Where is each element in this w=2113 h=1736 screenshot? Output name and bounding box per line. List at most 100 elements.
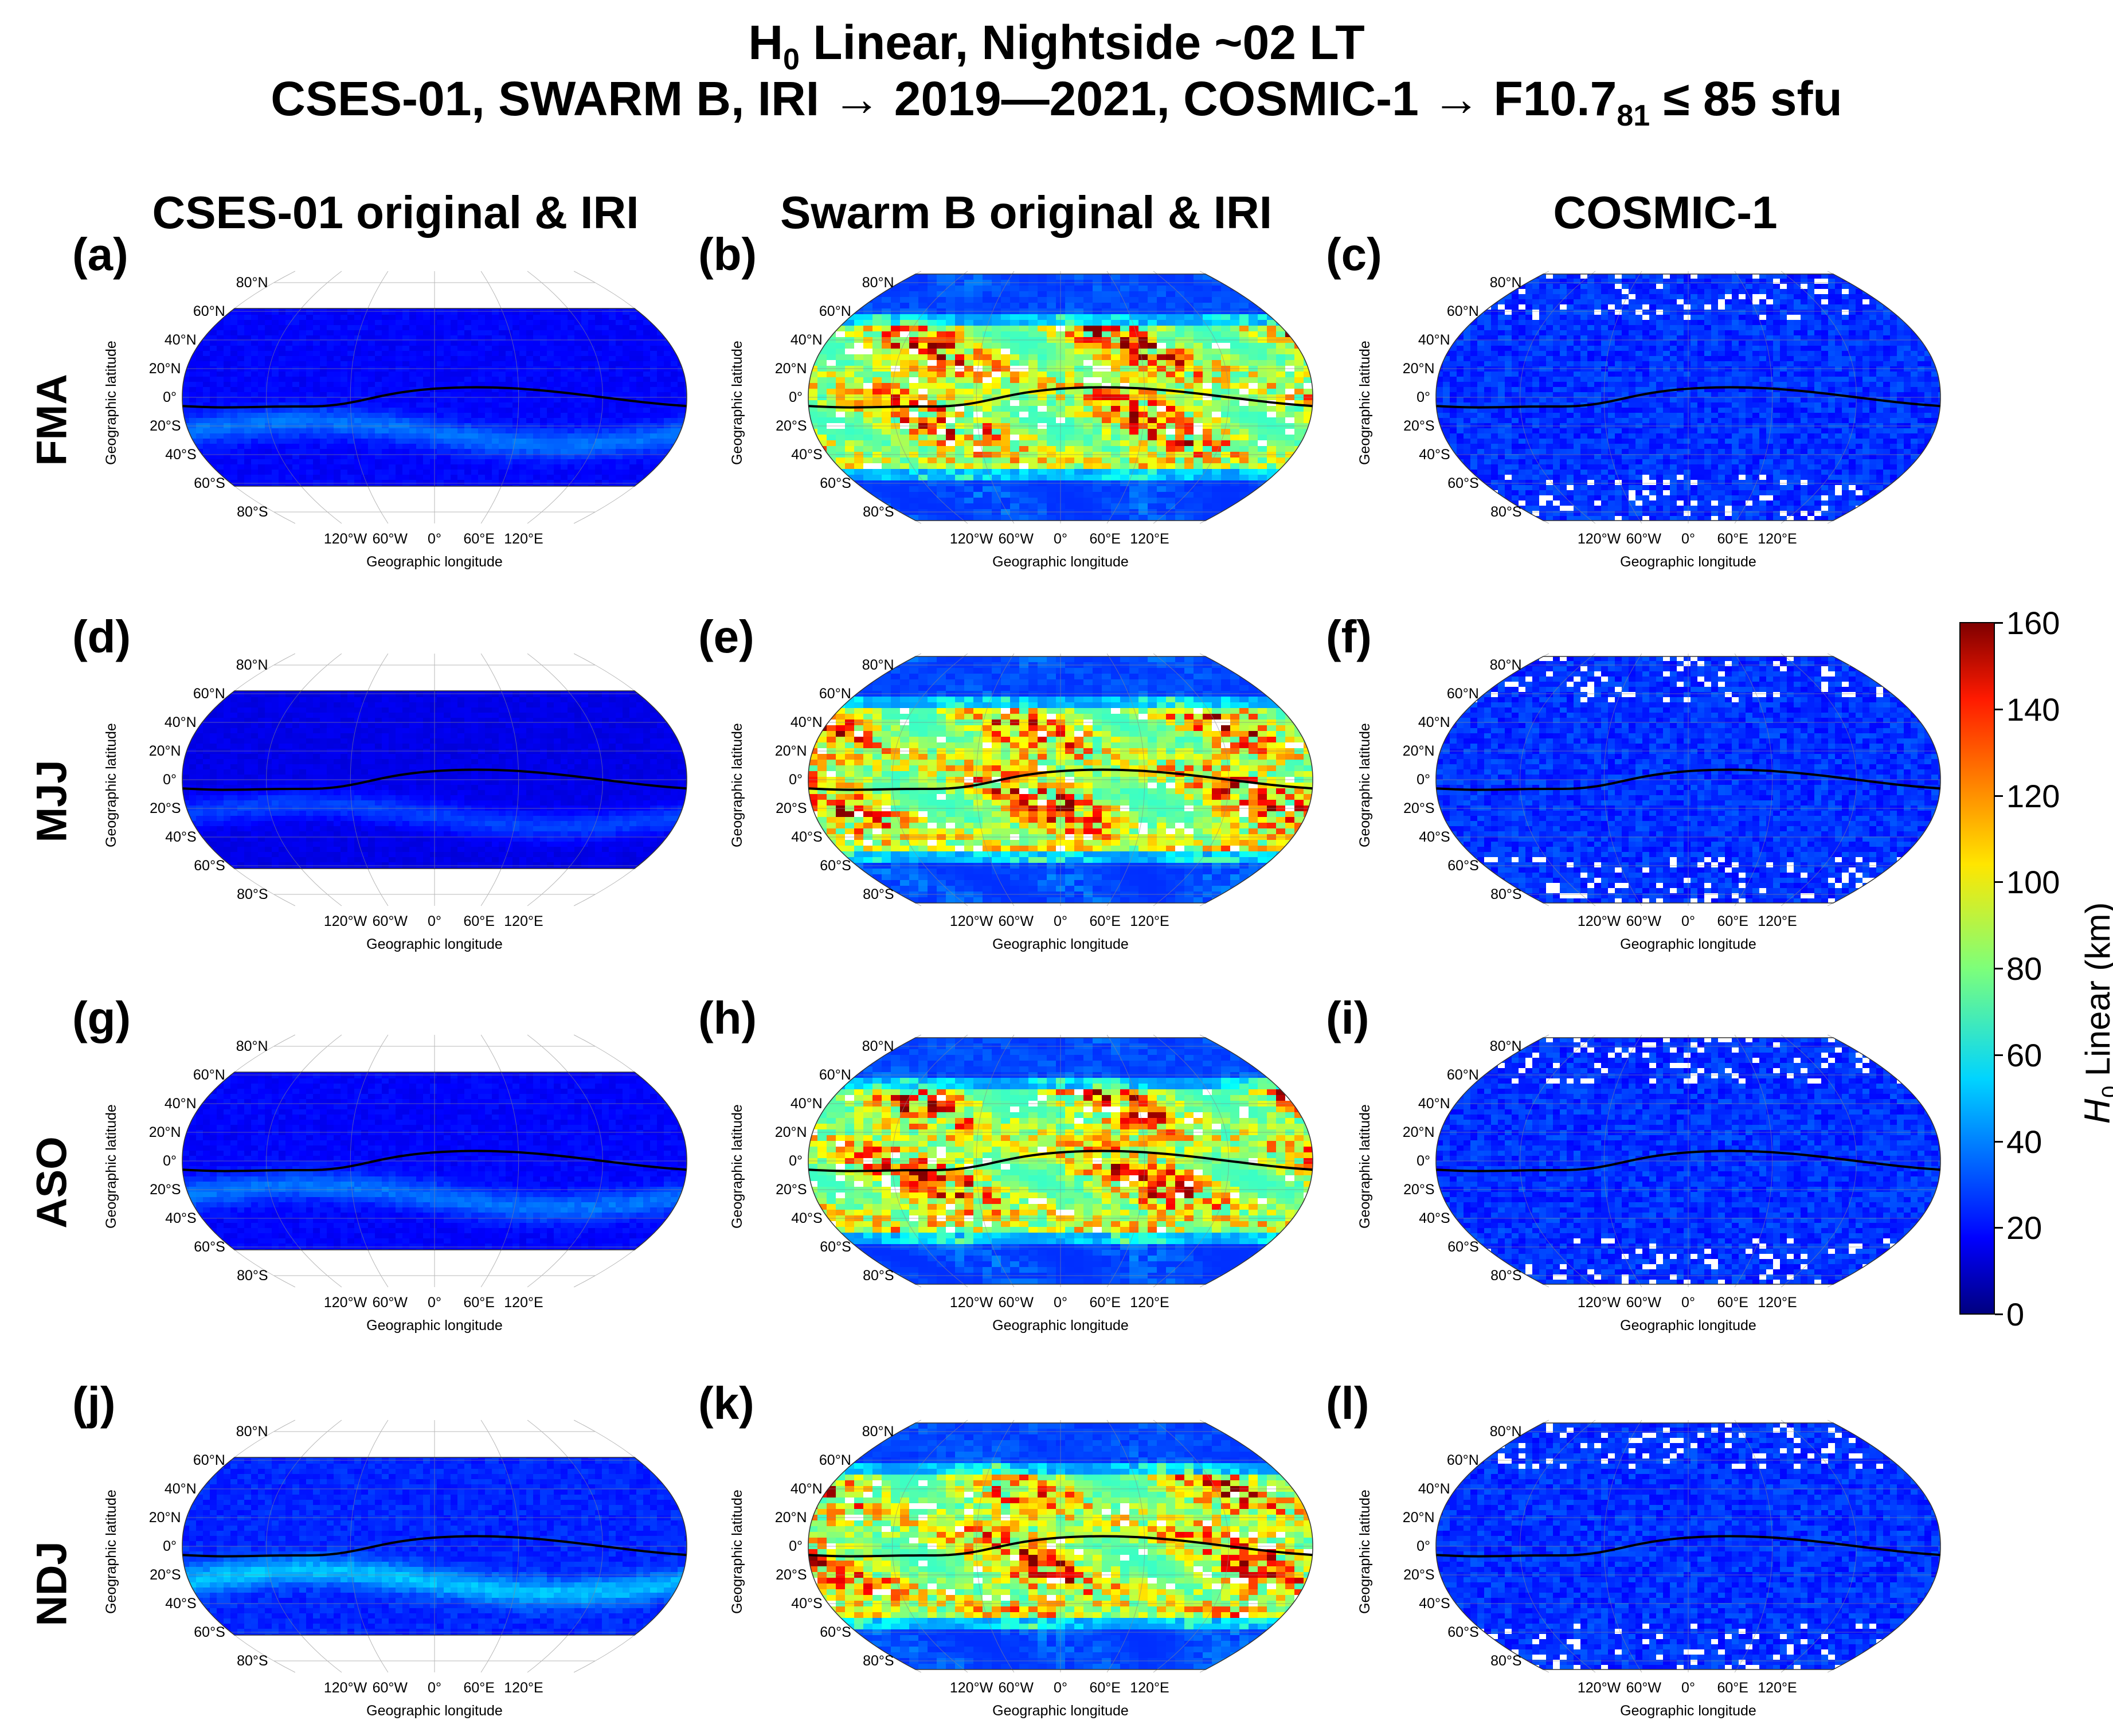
heatmap-cell xyxy=(581,408,589,413)
heatmap-cell xyxy=(361,268,369,274)
heatmap-cell xyxy=(499,382,506,388)
heatmap-cell xyxy=(361,382,369,388)
heatmap-cell xyxy=(334,325,341,331)
heatmap-cell xyxy=(1001,343,1011,349)
heatmap-cell xyxy=(471,506,479,511)
heatmap-cell xyxy=(1230,331,1240,338)
heatmap-cell xyxy=(1285,326,1295,332)
heatmap-cell xyxy=(306,351,314,357)
heatmap-cell xyxy=(285,351,293,357)
heatmap-cell xyxy=(396,279,403,284)
heatmap-cell xyxy=(210,387,217,393)
heatmap-cell xyxy=(382,330,389,336)
heatmap-cell xyxy=(561,475,568,480)
heatmap-cell xyxy=(1065,377,1075,384)
heatmap-cell xyxy=(341,402,348,408)
heatmap-cell xyxy=(650,521,658,527)
heatmap-cell xyxy=(396,433,403,439)
heatmap-cell xyxy=(210,521,217,527)
heatmap-cell xyxy=(1074,389,1084,395)
heatmap-cell xyxy=(643,299,651,305)
heatmap-cell xyxy=(657,351,664,357)
heatmap-cell xyxy=(588,361,596,367)
heatmap-cell xyxy=(671,387,678,393)
heatmap-cell xyxy=(272,490,279,496)
heatmap-cell xyxy=(1166,314,1176,320)
heatmap-cell xyxy=(992,303,1001,309)
heatmap-cell xyxy=(684,454,687,460)
heatmap-cell xyxy=(402,294,410,300)
heatmap-cell xyxy=(623,315,630,320)
heatmap-cell xyxy=(299,366,307,372)
heatmap-cell xyxy=(581,495,589,501)
heatmap-cell xyxy=(444,480,451,486)
heatmap-cell xyxy=(664,408,671,413)
heatmap-cell xyxy=(444,330,451,336)
heatmap-cell xyxy=(230,475,238,480)
heatmap-cell xyxy=(595,356,602,362)
heatmap-cell xyxy=(375,433,382,439)
heatmap-cell xyxy=(437,346,444,351)
heatmap-cell xyxy=(375,418,382,424)
row-label-mjj: MJJ xyxy=(28,727,76,876)
heatmap-cell xyxy=(313,511,320,517)
heatmap-cell xyxy=(574,516,582,522)
heatmap-cell xyxy=(389,449,396,455)
heatmap-cell xyxy=(581,325,589,331)
heatmap-cell xyxy=(684,341,687,346)
heatmap-cell xyxy=(389,315,396,320)
heatmap-cell xyxy=(341,315,348,320)
heatmap-cell xyxy=(629,475,637,480)
heatmap-cell xyxy=(1120,354,1130,361)
heatmap-cell xyxy=(1304,337,1313,343)
heatmap-cell xyxy=(1203,320,1212,326)
heatmap-cell xyxy=(396,310,403,315)
heatmap-cell xyxy=(396,454,403,460)
heatmap-cell xyxy=(1175,383,1185,389)
heatmap-cell xyxy=(1093,354,1102,361)
heatmap-cell xyxy=(609,294,616,300)
heatmap-cell xyxy=(327,310,334,315)
heatmap-cell xyxy=(382,506,389,511)
heatmap-cell xyxy=(616,495,623,501)
heatmap-cell xyxy=(512,382,520,388)
heatmap-cell xyxy=(561,402,568,408)
heatmap-cell xyxy=(1010,331,1020,338)
heatmap-cell xyxy=(402,464,410,470)
heatmap-cell xyxy=(581,299,589,305)
heatmap-cell xyxy=(485,273,492,279)
heatmap-cell xyxy=(1093,331,1102,338)
heatmap-cell xyxy=(320,382,327,388)
heatmap-cell xyxy=(671,449,678,455)
heatmap-cell xyxy=(836,286,846,292)
heatmap-cell xyxy=(499,495,506,501)
heatmap-cell xyxy=(210,268,217,274)
heatmap-cell xyxy=(1276,360,1286,366)
heatmap-cell xyxy=(657,392,664,398)
heatmap-cell xyxy=(196,470,204,475)
heatmap-cell xyxy=(334,454,341,460)
heatmap-cell xyxy=(375,356,382,362)
heatmap-cell xyxy=(251,377,259,382)
heatmap-cell xyxy=(279,475,286,480)
heatmap-cell xyxy=(368,330,375,336)
heatmap-cell xyxy=(623,335,630,341)
heatmap-cell xyxy=(629,351,637,357)
heatmap-cell xyxy=(1047,326,1056,332)
heatmap-cell xyxy=(237,521,245,527)
heatmap-cell xyxy=(389,485,396,486)
heatmap-cell xyxy=(375,315,382,320)
heatmap-cell xyxy=(928,274,937,280)
heatmap-cell xyxy=(547,361,554,367)
heatmap-cell xyxy=(909,303,919,309)
heatmap-cell xyxy=(444,325,451,331)
heatmap-cell xyxy=(402,485,410,486)
heatmap-cell xyxy=(251,464,259,470)
heatmap-cell xyxy=(519,464,527,470)
heatmap-cell xyxy=(334,444,341,449)
heatmap-cell xyxy=(224,464,231,470)
heatmap-cell xyxy=(1221,349,1231,355)
heatmap-cell xyxy=(609,308,616,310)
heatmap-cell xyxy=(272,439,279,444)
heatmap-cell xyxy=(341,449,348,455)
